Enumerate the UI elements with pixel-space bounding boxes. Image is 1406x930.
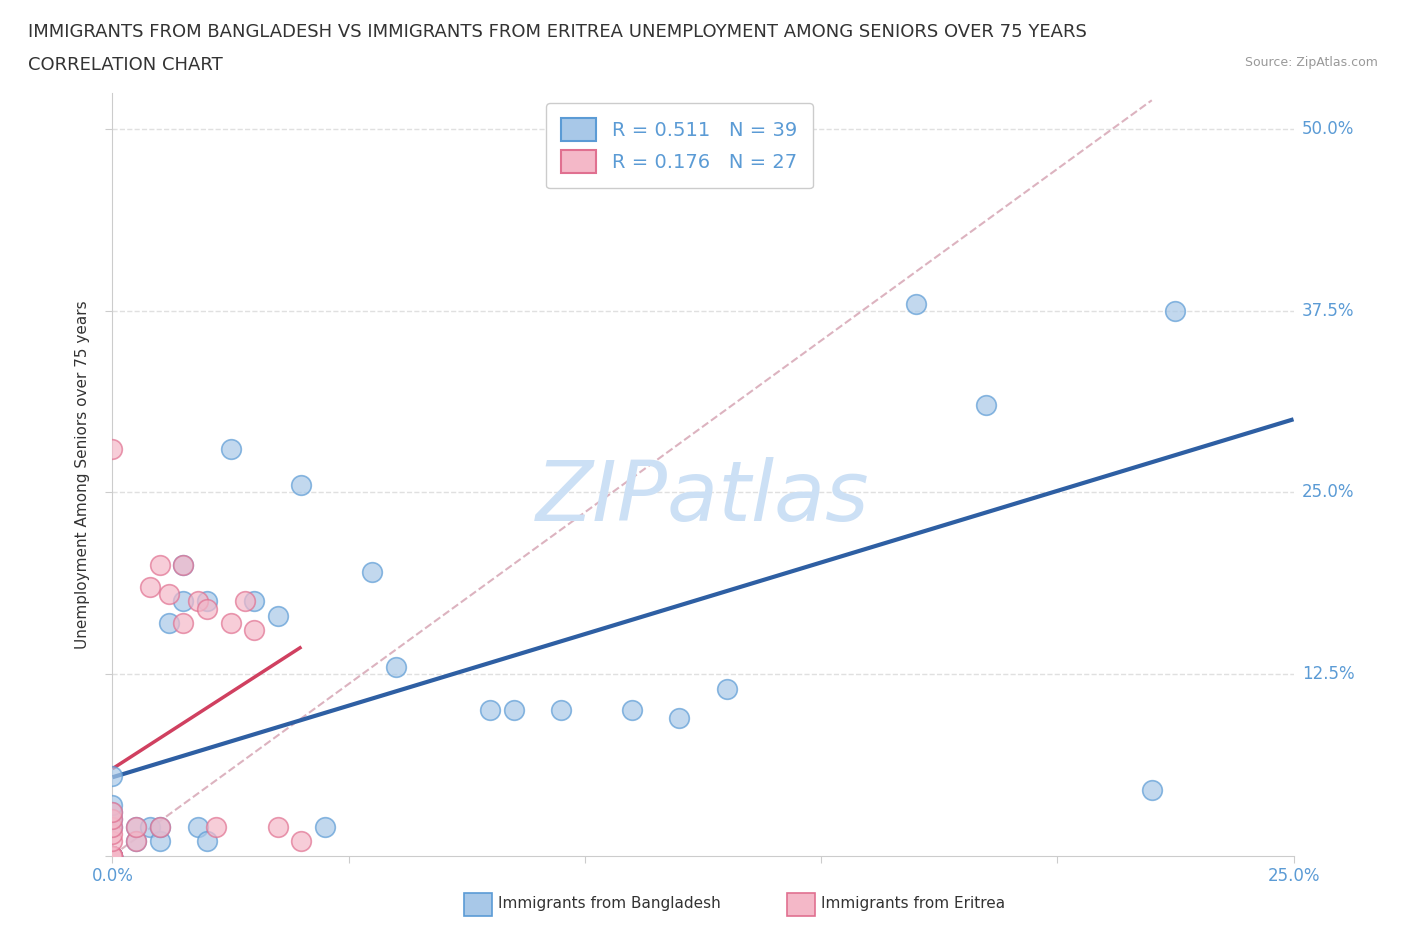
Point — [125, 819, 148, 834]
Point — [139, 819, 162, 834]
Point — [290, 833, 312, 848]
Point — [219, 616, 242, 631]
Point — [101, 804, 124, 819]
Point — [101, 812, 124, 827]
Text: 12.5%: 12.5% — [1302, 665, 1354, 683]
Text: IMMIGRANTS FROM BANGLADESH VS IMMIGRANTS FROM ERITREA UNEMPLOYMENT AMONG SENIORS: IMMIGRANTS FROM BANGLADESH VS IMMIGRANTS… — [28, 23, 1087, 41]
Point — [267, 819, 290, 834]
Point — [101, 848, 124, 863]
Point — [314, 819, 336, 834]
Point — [149, 833, 172, 848]
Point — [479, 703, 502, 718]
Point — [125, 833, 148, 848]
Point — [101, 848, 124, 863]
Text: ZIPatlas: ZIPatlas — [536, 457, 870, 538]
Point — [716, 681, 738, 696]
Point — [668, 711, 690, 725]
Point — [219, 442, 242, 457]
Point — [195, 594, 218, 609]
Point — [243, 623, 266, 638]
Point — [101, 833, 124, 848]
Point — [101, 812, 124, 827]
Point — [621, 703, 644, 718]
Point — [976, 398, 998, 413]
Point — [172, 594, 194, 609]
Point — [101, 768, 124, 783]
Text: Source: ZipAtlas.com: Source: ZipAtlas.com — [1244, 56, 1378, 69]
Point — [186, 819, 208, 834]
Point — [101, 848, 124, 863]
Point — [101, 848, 124, 863]
Point — [172, 558, 194, 573]
Point — [125, 819, 148, 834]
Point — [186, 594, 208, 609]
Point — [205, 819, 228, 834]
Point — [550, 703, 572, 718]
Point — [290, 478, 312, 493]
Y-axis label: Unemployment Among Seniors over 75 years: Unemployment Among Seniors over 75 years — [75, 300, 90, 648]
Point — [101, 827, 124, 842]
Point — [149, 819, 172, 834]
Legend: R = 0.511   N = 39, R = 0.176   N = 27: R = 0.511 N = 39, R = 0.176 N = 27 — [546, 102, 813, 189]
Text: Immigrants from Bangladesh: Immigrants from Bangladesh — [498, 897, 720, 911]
Point — [157, 587, 180, 602]
Point — [101, 848, 124, 863]
Point — [101, 797, 124, 812]
Point — [149, 819, 172, 834]
Text: 37.5%: 37.5% — [1302, 302, 1354, 320]
Point — [149, 558, 172, 573]
Point — [361, 565, 384, 579]
Point — [195, 833, 218, 848]
Point — [195, 601, 218, 616]
Text: CORRELATION CHART: CORRELATION CHART — [28, 56, 224, 73]
Point — [101, 819, 124, 834]
Point — [101, 848, 124, 863]
Point — [172, 616, 194, 631]
Point — [172, 558, 194, 573]
Point — [267, 608, 290, 623]
Point — [101, 848, 124, 863]
Point — [503, 703, 526, 718]
Point — [1140, 783, 1163, 798]
Point — [101, 819, 124, 834]
Text: 50.0%: 50.0% — [1302, 120, 1354, 139]
Point — [385, 659, 408, 674]
Point — [1164, 303, 1187, 318]
Point — [139, 579, 162, 594]
Point — [125, 833, 148, 848]
Point — [243, 594, 266, 609]
Point — [233, 594, 256, 609]
Point — [101, 848, 124, 863]
Point — [157, 616, 180, 631]
Text: 25.0%: 25.0% — [1302, 484, 1354, 501]
Point — [101, 442, 124, 457]
Point — [101, 848, 124, 863]
Point — [101, 848, 124, 863]
Point — [904, 296, 927, 311]
Text: Immigrants from Eritrea: Immigrants from Eritrea — [821, 897, 1005, 911]
Point — [101, 848, 124, 863]
Point — [101, 804, 124, 819]
